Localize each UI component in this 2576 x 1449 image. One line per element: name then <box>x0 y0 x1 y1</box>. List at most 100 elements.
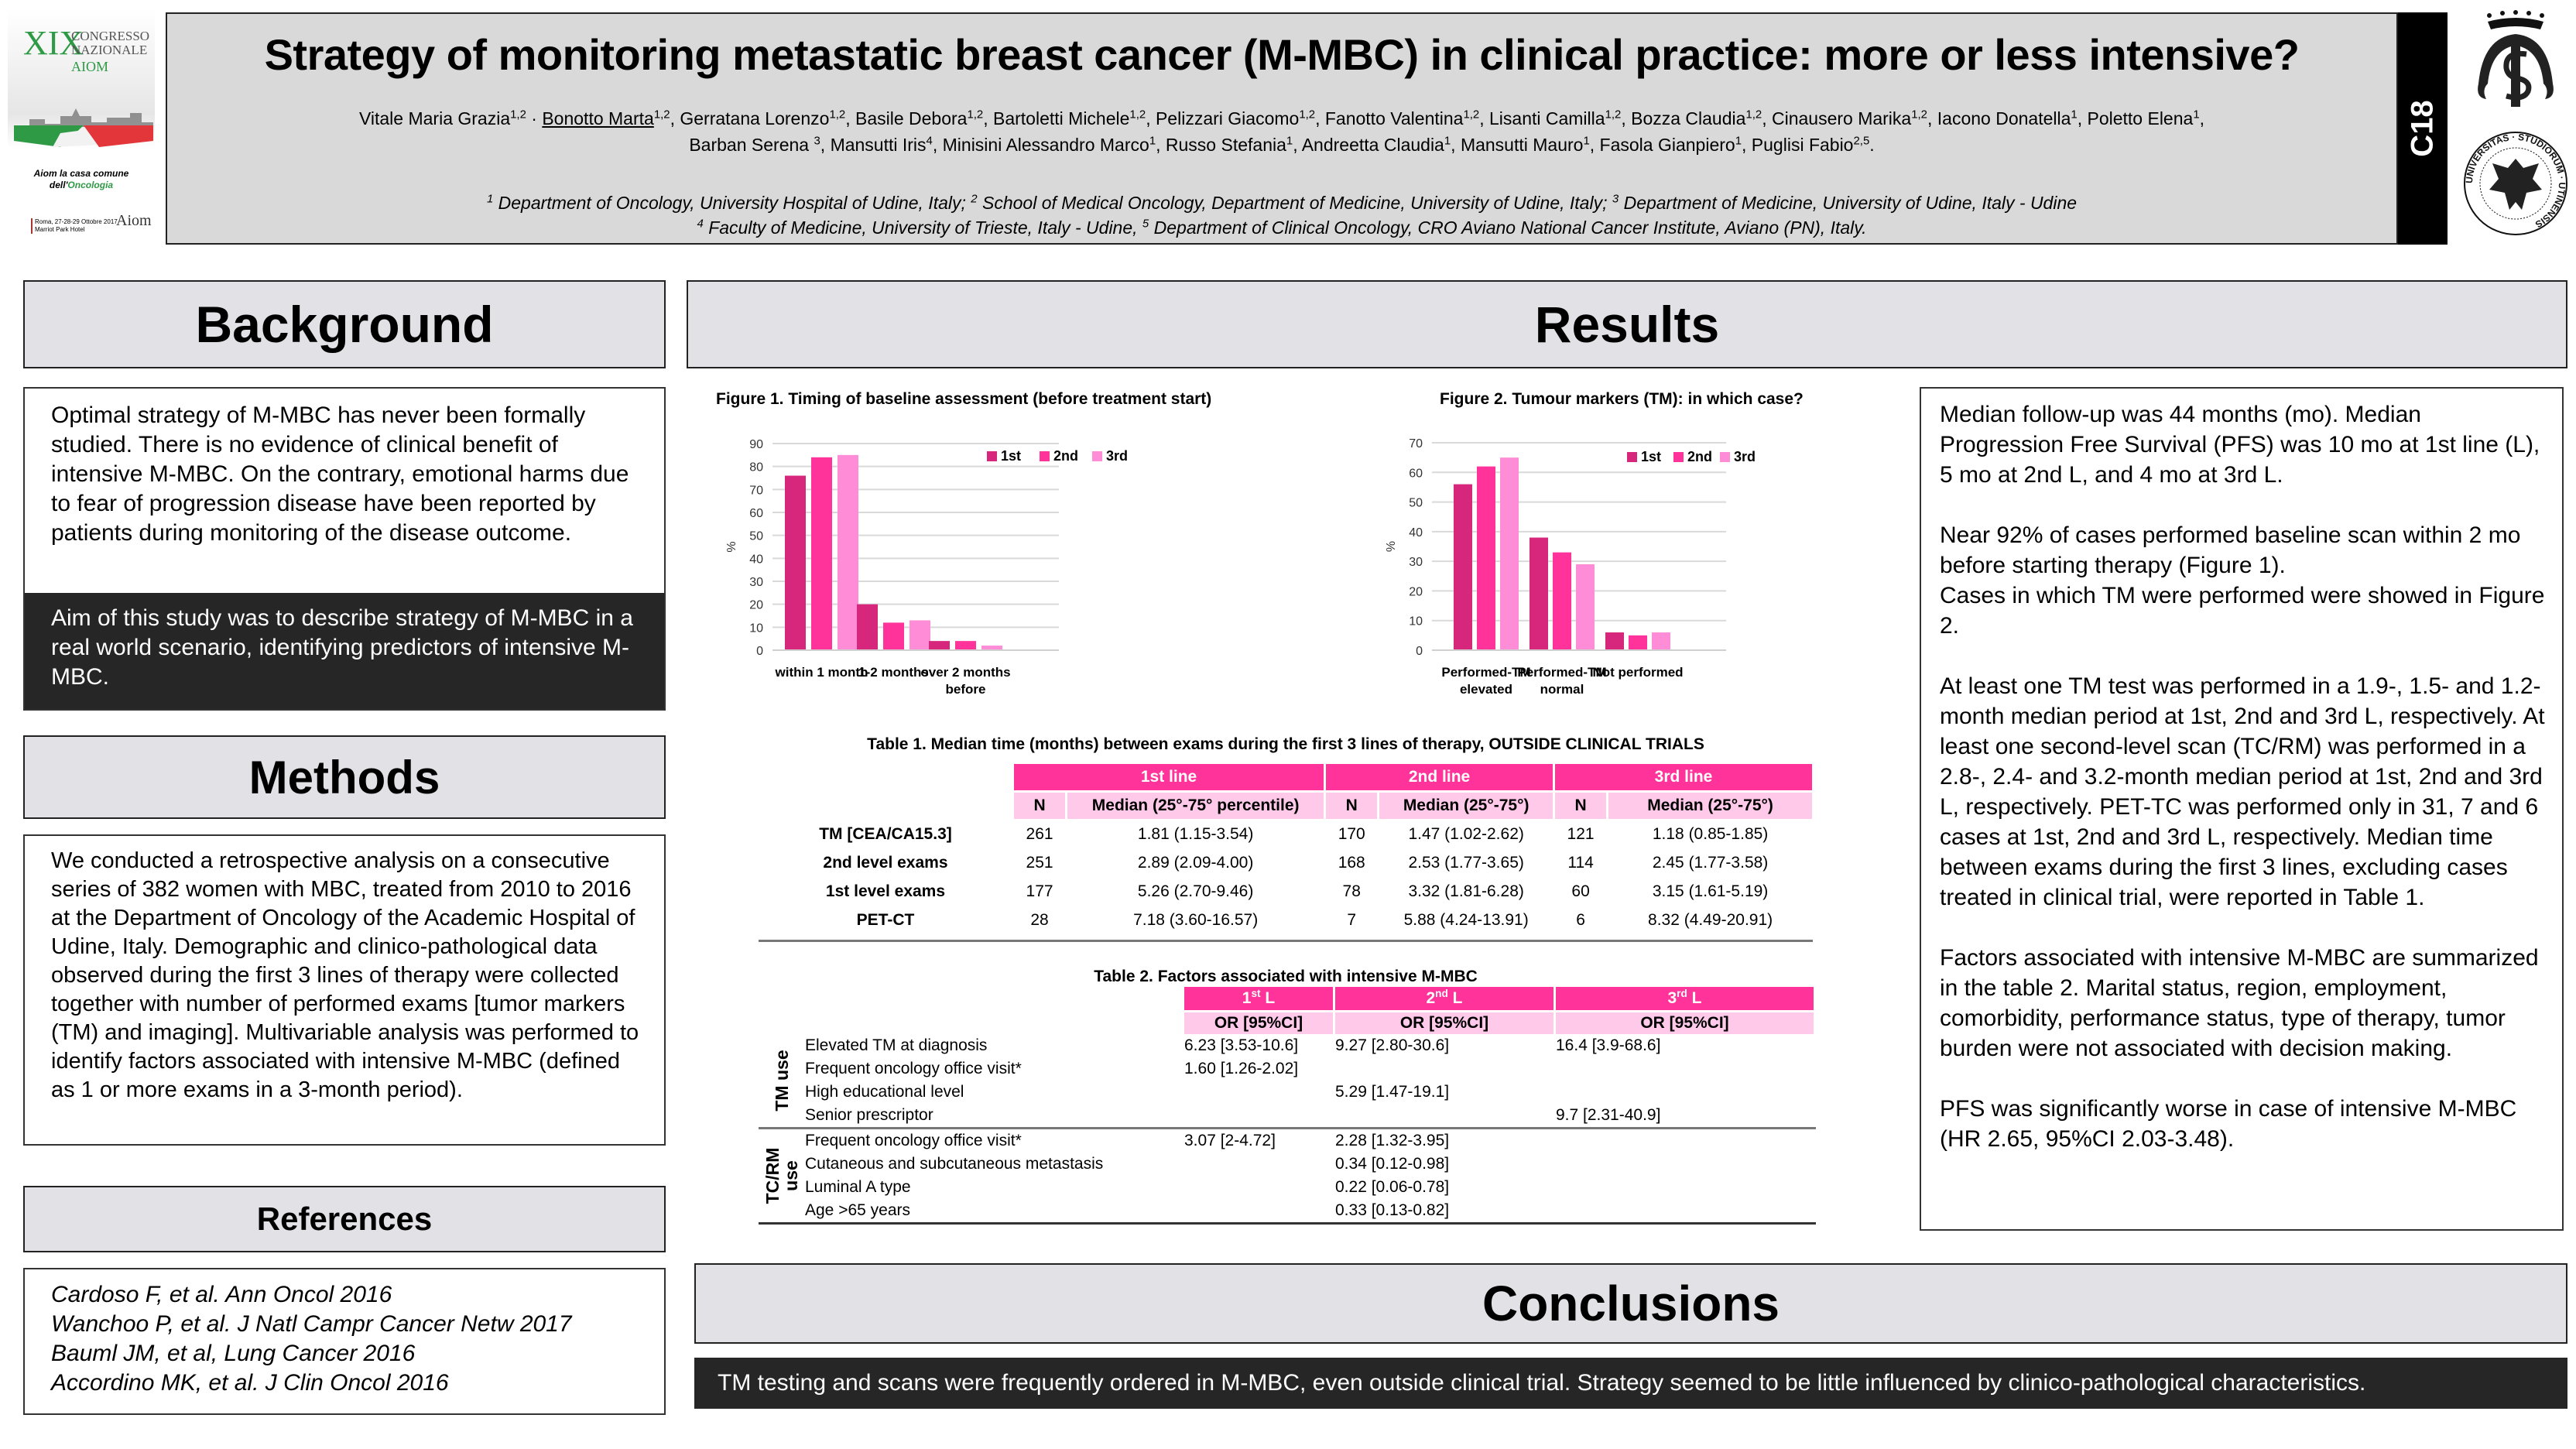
table2-cell: 3.07 [2-4.72] <box>1184 1132 1276 1149</box>
author-name: Russo Stefania <box>1165 135 1286 155</box>
table2-row: TC/RM use Frequent oncology office visit* 3… <box>759 1129 1816 1225</box>
author-separator: , <box>1315 108 1325 128</box>
table2-cell <box>1556 1176 1816 1199</box>
results-paragraph: Factors associated with intensive M-MBC … <box>1940 945 2539 1061</box>
author-name: Fanotto Valentina <box>1324 108 1464 128</box>
table1-cell: 28 <box>1030 911 1049 929</box>
affiliation-text: Faculty of Medicine, University of Tries… <box>703 218 1142 238</box>
table2-cell: 5.29 [1.47-19.1] <box>1335 1083 1450 1101</box>
table1-subheader: N <box>1554 793 1607 819</box>
table2-subheader-row: OR [95%CI] OR [95%CI] OR [95%CI] <box>759 1010 1816 1034</box>
table1-cell: 8.32 (4.49-20.91) <box>1648 911 1773 929</box>
table2-cell: 9.27 [2.80-30.6] <box>1335 1036 1450 1054</box>
table1-bottom-rule <box>759 940 1813 942</box>
x-tick-label: Not performed <box>1592 665 1683 680</box>
affiliation-text: Department of Oncology, University Hospi… <box>493 193 971 213</box>
author-name: Fasola Gianpiero <box>1599 135 1735 155</box>
rome-skyline-icon <box>14 108 153 147</box>
table1-cell: 251 <box>1026 854 1053 872</box>
legend-swatch <box>1040 451 1050 461</box>
author-affiliation-sup: 1 <box>2193 108 2200 122</box>
bar-1st-0 <box>1454 484 1472 650</box>
author-name: Bonotto Marta <box>542 108 654 128</box>
results-heading: Results <box>687 280 2567 368</box>
table1-cell: 3.15 (1.61-5.19) <box>1652 882 1769 900</box>
conclusions-text: TM testing and scans were frequently ord… <box>694 1358 2567 1409</box>
table2-section-label-text: TC/RM use <box>762 1147 801 1204</box>
y-tick-label: 60 <box>749 507 763 520</box>
table1-cell: 121 <box>1567 825 1595 843</box>
table2-factor: Luminal A type <box>805 1178 911 1196</box>
table2-cell <box>1335 1057 1556 1081</box>
legend-swatch <box>1627 452 1637 462</box>
results-paragraph: At least one TM test was performed in a … <box>1940 673 2545 910</box>
table2-factor: Senior prescriptor <box>805 1104 1184 1129</box>
author-affiliation-sup: 1 <box>1583 134 1590 148</box>
table2-section-label: TC/RM use <box>759 1129 805 1225</box>
affiliation-line-2: 4 Faculty of Medicine, University of Tri… <box>190 215 2373 240</box>
y-tick-label: 70 <box>1409 437 1423 450</box>
y-tick-label: 30 <box>1409 556 1423 569</box>
congress-name: CONGRESSO NAZIONALE <box>71 29 149 57</box>
table1-subheader: Median (25°-75°) <box>1379 793 1553 819</box>
author-separator: , <box>1621 108 1632 128</box>
table1-row-label: PET-CT <box>856 911 915 929</box>
author-name: Barban Serena <box>689 135 814 155</box>
x-tick-label-line: before <box>946 682 986 697</box>
methods-text: We conducted a retrospective analysis on… <box>51 848 639 1102</box>
table1-cell: 177 <box>1026 882 1053 900</box>
table1-cell: 2.53 (1.77-3.65) <box>1408 854 1524 872</box>
affiliation-number: 4 <box>697 217 704 231</box>
table1-cell: 168 <box>1338 854 1365 872</box>
author-name: Iacono Donatella <box>1937 108 2071 128</box>
results-paragraph: Median follow-up was 44 months (mo). Med… <box>1940 402 2540 488</box>
author-affiliation-sup: 1,2 <box>510 108 526 122</box>
author-separator: , <box>1451 135 1461 155</box>
table2-header-row: 1st L 2nd L 3rd L <box>759 987 1816 1010</box>
table1-cell: 3.32 (1.81-6.28) <box>1408 882 1524 900</box>
affiliation-number: 5 <box>1142 217 1149 231</box>
table1-row: 1st level exams 177 5.26 (2.70-9.46) 78 3.32… <box>759 879 1812 905</box>
author-affiliation-sup: 1 <box>2071 108 2078 122</box>
author-affiliation-sup: 2,5 <box>1853 134 1870 148</box>
table1-cell: 261 <box>1026 825 1053 843</box>
table1-subheader: Median (25°-75°) <box>1608 793 1812 819</box>
table2-cell: 1.60 [1.26-2.02] <box>1184 1060 1299 1077</box>
x-tick-label: Performed-TM normal <box>1517 665 1606 697</box>
y-tick-label: 30 <box>749 576 763 589</box>
table1-group-header: 3rd line <box>1554 764 1812 790</box>
author-affiliation-sup: 1,2 <box>1911 108 1927 122</box>
author-separator: , <box>820 135 831 155</box>
author-affiliation-sup: 1,2 <box>1299 108 1316 122</box>
author-separator: , <box>2199 108 2205 128</box>
figure1-title: Figure 1. Timing of baseline assessment … <box>716 390 1212 408</box>
bar-3rd-2 <box>1652 632 1670 650</box>
author-line-1: Vitale Maria Grazia1,2 · Bonotto Marta1,… <box>190 105 2373 132</box>
x-tick-label-line: within 1 month <box>775 665 868 680</box>
table1-group-header: 2nd line <box>1326 764 1553 790</box>
x-tick-label: within 1 month <box>775 665 868 680</box>
y-tick-label: 50 <box>749 530 763 543</box>
bar-1st-1 <box>1530 537 1548 650</box>
table2-cell: 6.23 [3.53-10.6] <box>1184 1036 1299 1054</box>
table2-cell: 0.22 [0.06-0.78] <box>1335 1178 1450 1196</box>
bar-2nd-1 <box>1553 552 1571 650</box>
table2-cell: 0.34 [0.12-0.98] <box>1335 1155 1450 1173</box>
x-tick-label-line: Performed-TM <box>1517 665 1606 680</box>
ordinal-suffix: nd <box>1435 988 1448 999</box>
author-separator: , <box>670 108 680 128</box>
table2-factor: Age >65 years <box>805 1199 1184 1225</box>
table2-section-label-text: TM use <box>772 1050 792 1112</box>
table2-cell <box>1184 1104 1335 1129</box>
table2-group-header: 3rd L <box>1556 987 1816 1010</box>
congress-logo: XIX CONGRESSO NAZIONALE AIOM Aiom la cas… <box>8 9 155 242</box>
conclusions-heading: Conclusions <box>694 1263 2567 1344</box>
author-affiliation-sup: 1,2 <box>653 108 670 122</box>
y-tick-label: 0 <box>1416 645 1423 658</box>
table1-cell: 5.88 (4.24-13.91) <box>1403 911 1529 929</box>
venue-text: Roma, 27-28-29 Ottobre 2017 <box>35 218 118 225</box>
table2-cell <box>1184 1199 1335 1225</box>
author-affiliation-sup: 4 <box>926 134 933 148</box>
bar-1st-1 <box>857 604 878 650</box>
